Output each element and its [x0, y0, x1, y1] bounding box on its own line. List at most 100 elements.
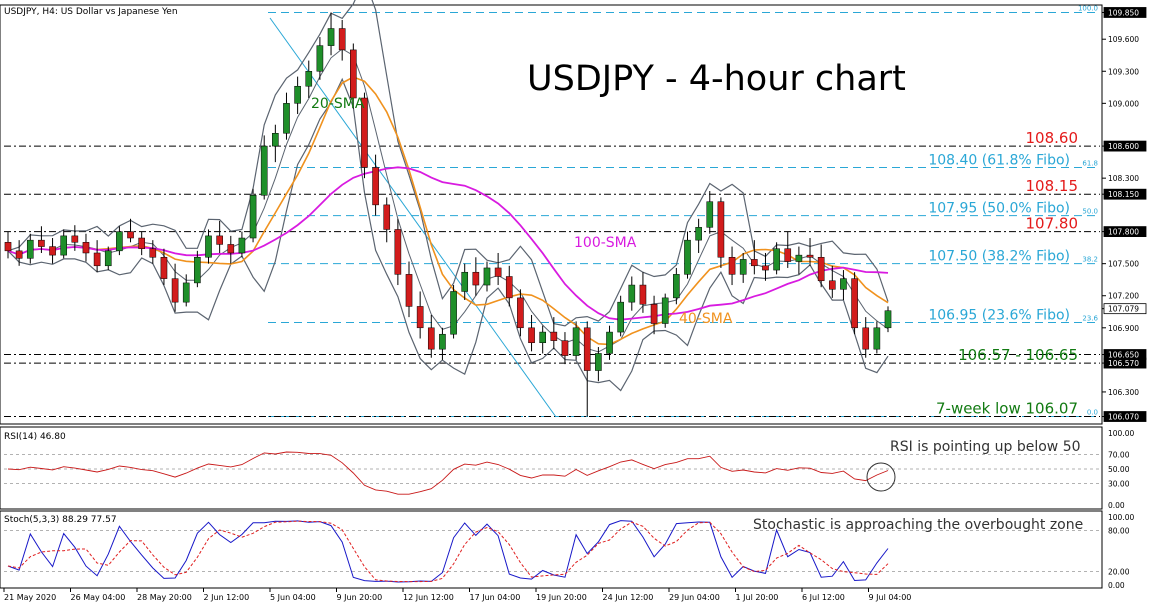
- time-tick-label: 21 May 2020: [4, 593, 56, 602]
- candle: [171, 263, 179, 312]
- candle: [784, 231, 792, 268]
- candle: [439, 327, 446, 360]
- price-tag-bg: [1103, 140, 1147, 152]
- candle: [494, 252, 502, 286]
- candle: [338, 19, 346, 61]
- candle-body: [216, 235, 223, 245]
- candle-body: [583, 327, 591, 371]
- time-tick-label: 29 Jun 04:00: [669, 593, 720, 602]
- time-tick-label: 1 Jul 20:00: [736, 593, 779, 602]
- sma40-label: 40-SMA: [679, 311, 733, 327]
- candle: [661, 293, 669, 328]
- candle: [539, 325, 546, 354]
- candle: [405, 261, 413, 318]
- fib-ratio-23.6: 23.6: [1082, 314, 1098, 322]
- candle: [416, 291, 424, 339]
- stoch-tick-label: 100.00: [1108, 513, 1134, 522]
- candle-body: [439, 333, 446, 350]
- candle-body: [260, 145, 268, 196]
- candle: [160, 248, 168, 286]
- candle-body: [717, 201, 725, 258]
- candle: [294, 76, 301, 115]
- candle-body: [450, 291, 457, 335]
- candle: [249, 188, 257, 243]
- candle: [884, 306, 892, 333]
- price-tag-bg: [1103, 188, 1147, 200]
- candle-body: [350, 49, 357, 99]
- rsi-highlight-circle: [866, 462, 896, 492]
- candle-body: [828, 280, 836, 290]
- candle-body: [751, 259, 758, 267]
- candle: [851, 272, 858, 335]
- candle: [795, 246, 803, 275]
- level-label-4: 106.57 - 106.65: [958, 346, 1078, 364]
- candle-body: [639, 284, 647, 305]
- price-tick-label: 106.070: [1108, 413, 1139, 422]
- rsi-panel-frame: [0, 426, 1103, 510]
- level-label-1: 108.15: [1026, 177, 1079, 195]
- time-tick-label: 24 Jun 12:00: [603, 593, 654, 602]
- candle-body: [483, 267, 491, 286]
- time-tick-label: 19 Jun 20:00: [536, 593, 587, 602]
- candle-body: [82, 242, 90, 254]
- candle-body: [472, 271, 480, 286]
- price-tick-label: 107.200: [1108, 292, 1139, 301]
- time-tick-label: 5 Jun 04:00: [270, 593, 316, 602]
- rsi-levels: [4, 454, 1100, 484]
- candle-body: [673, 274, 680, 299]
- candle: [472, 257, 480, 296]
- bollinger-bands: [7, 0, 889, 392]
- candle-body: [661, 297, 669, 324]
- candle: [739, 252, 747, 283]
- candle-body: [93, 252, 101, 267]
- candle: [773, 242, 780, 275]
- candle: [182, 274, 190, 307]
- candle: [517, 289, 524, 337]
- candle: [650, 295, 658, 335]
- price-tick-label: 107.079: [1108, 305, 1139, 314]
- candle-body: [249, 195, 257, 239]
- stoch-levels: [4, 530, 1100, 572]
- candle: [60, 229, 68, 259]
- candle: [751, 240, 758, 275]
- candle-body: [606, 331, 613, 354]
- price-tick-label: 108.600: [1108, 142, 1139, 151]
- candle: [350, 43, 357, 109]
- fib-ratio-61.8: 61.8: [1082, 159, 1098, 167]
- stoch-signal-line: [7, 520, 889, 583]
- candle-body: [851, 278, 858, 329]
- time-tick-label: 28 May 20:00: [137, 593, 192, 602]
- candle-body: [149, 248, 157, 258]
- price-tick-label: 107.500: [1108, 260, 1139, 269]
- price-tag-bg: [1103, 7, 1147, 18]
- candle: [840, 270, 847, 301]
- level-label-0: 108.60: [1026, 129, 1079, 147]
- candle: [127, 218, 134, 243]
- candle-body: [628, 284, 636, 303]
- price-tick-label: 106.900: [1108, 324, 1139, 333]
- price-tick-label: 107.800: [1108, 228, 1139, 237]
- price-tick-label: 106.300: [1108, 388, 1139, 397]
- time-tick-label: 26 May 04:00: [71, 593, 126, 602]
- candle-body: [71, 235, 79, 243]
- candle: [238, 231, 246, 258]
- candle-body: [138, 237, 145, 249]
- candle-body: [272, 133, 279, 147]
- price-axis: 109.850 109.600 109.300 109.000 108.600 108.3…: [1102, 7, 1147, 422]
- time-tick-label: 6 Jul 12:00: [802, 593, 845, 602]
- candle-body: [550, 331, 558, 341]
- candle: [606, 325, 613, 360]
- stoch-annotation: Stochastic is approaching the overbought…: [753, 517, 1083, 533]
- candle-body: [884, 310, 892, 329]
- candle-body: [15, 250, 23, 259]
- candle: [828, 265, 836, 298]
- candle-body: [116, 231, 123, 252]
- candle-body: [383, 204, 391, 230]
- candle: [862, 317, 870, 358]
- candle: [528, 314, 535, 352]
- candle: [717, 197, 725, 268]
- price-tag-bg: [1103, 357, 1147, 369]
- candle-body: [806, 254, 814, 258]
- main-panel-frame: [0, 4, 1103, 425]
